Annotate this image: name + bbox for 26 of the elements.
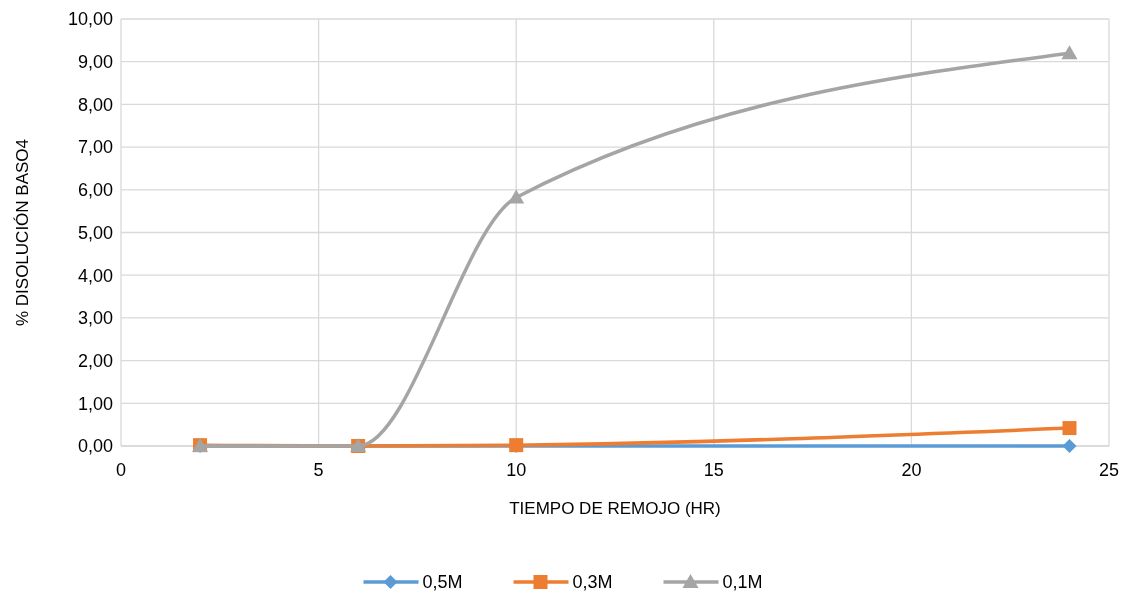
y-axis-title: % DISOLUCIÓN BASO4	[13, 138, 32, 327]
point	[508, 189, 525, 204]
x-tick-label: 10	[506, 460, 527, 480]
y-tick-label: 7,00	[77, 137, 113, 158]
y-tick-label: 6,00	[77, 180, 113, 201]
x-tick-label: 20	[901, 460, 922, 480]
y-tick-label: 8,00	[77, 94, 113, 115]
y-tick-label: 2,00	[77, 350, 113, 371]
x-tick-label: 5	[313, 460, 324, 480]
y-tick-label: 9,00	[77, 52, 113, 72]
legend-label: 0,3M	[572, 572, 613, 593]
legend-label: 0,1M	[722, 572, 763, 593]
point	[1062, 439, 1077, 453]
point	[1062, 421, 1077, 436]
x-tick-label: 25	[1098, 460, 1120, 480]
x-axis-title: TIEMPO DE REMOJO (HR)	[509, 499, 721, 518]
y-tick-label: 10,00	[67, 9, 113, 30]
x-tick-label: 0	[115, 460, 127, 480]
y-tick-label: 3,00	[77, 308, 113, 329]
y-tick-label: 0,00	[77, 436, 113, 457]
legend-label: 0,5M	[422, 572, 463, 593]
y-tick-label: 4,00	[77, 265, 113, 286]
y-tick-label: 5,00	[77, 222, 113, 243]
x-tick-label: 15	[703, 460, 724, 480]
point	[1061, 45, 1078, 60]
y-tick-label: 1,00	[77, 393, 113, 414]
